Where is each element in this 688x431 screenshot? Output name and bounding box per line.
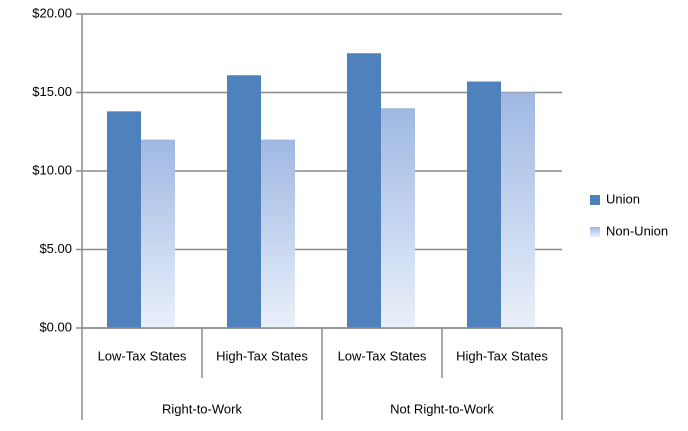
group-label: Right-to-Work: [162, 401, 242, 416]
y-tick-label: $15.00: [32, 84, 72, 99]
x-tick-label: High-Tax States: [456, 348, 548, 363]
bar: [227, 75, 261, 328]
bar: [381, 108, 415, 328]
bar: [107, 111, 141, 328]
y-tick-label: $0.00: [39, 319, 72, 334]
y-tick-label: $5.00: [39, 241, 72, 256]
x-tick-label: Low-Tax States: [338, 348, 427, 363]
y-tick-label: $20.00: [32, 5, 72, 20]
legend-swatch: [590, 227, 600, 237]
legend-label: Non-Union: [606, 223, 668, 238]
legend-swatch: [590, 195, 600, 205]
x-tick-label: Low-Tax States: [98, 348, 187, 363]
legend-label: Union: [606, 191, 640, 206]
bar: [501, 92, 535, 328]
bar: [141, 139, 175, 328]
group-label: Not Right-to-Work: [390, 401, 494, 416]
x-tick-label: High-Tax States: [216, 348, 308, 363]
bar: [261, 139, 295, 328]
bar: [467, 81, 501, 328]
y-tick-label: $10.00: [32, 162, 72, 177]
bar: [347, 53, 381, 328]
